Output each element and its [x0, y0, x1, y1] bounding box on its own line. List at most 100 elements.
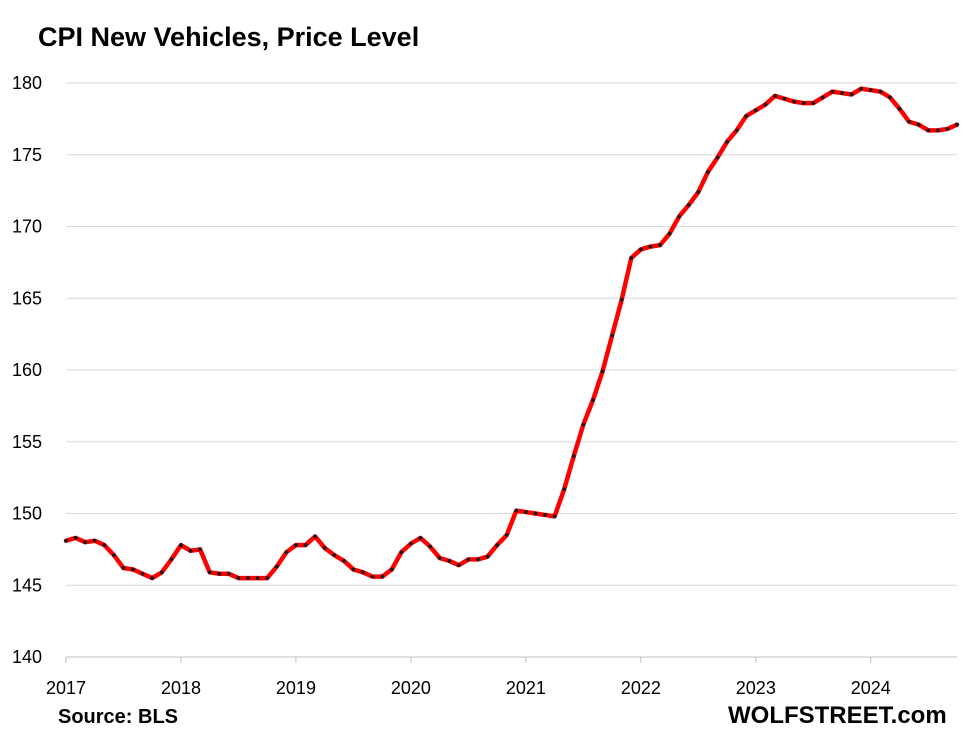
- y-tick-label: 165: [12, 288, 42, 308]
- data-point: [658, 243, 662, 248]
- data-point: [878, 89, 883, 94]
- data-point: [514, 508, 519, 513]
- data-point: [466, 557, 471, 562]
- data-point: [73, 535, 78, 540]
- chart-title: CPI New Vehicles, Price Level: [38, 22, 420, 52]
- x-axis-tick-labels: 2017 2018 2019 2020 2021 2022 2023 2024: [46, 678, 891, 698]
- data-point: [543, 513, 547, 517]
- x-tick-label: 2022: [621, 678, 661, 698]
- data-point: [284, 550, 289, 555]
- data-point: [840, 91, 844, 95]
- data-point: [389, 567, 394, 572]
- data-point: [495, 543, 500, 547]
- data-point: [332, 553, 337, 558]
- data-point: [303, 543, 308, 547]
- y-tick-label: 150: [12, 504, 42, 524]
- data-point: [945, 127, 950, 131]
- data-point: [686, 203, 691, 207]
- data-point: [341, 558, 346, 563]
- data-point: [504, 533, 509, 537]
- data-point: [447, 558, 452, 563]
- data-point: [217, 571, 222, 576]
- x-tick-label: 2020: [391, 678, 431, 698]
- data-point: [725, 139, 729, 144]
- data-point: [552, 514, 557, 519]
- data-point: [361, 570, 365, 575]
- data-point: [159, 570, 164, 575]
- data-point: [380, 574, 385, 579]
- data-point: [868, 88, 873, 93]
- data-point: [801, 101, 806, 105]
- data-point: [629, 256, 634, 260]
- data-point: [782, 96, 787, 101]
- y-tick-label: 155: [12, 432, 42, 452]
- data-point: [638, 247, 643, 252]
- data-point: [112, 553, 116, 558]
- data-point: [581, 422, 586, 427]
- y-tick-label: 145: [12, 575, 42, 595]
- series-line: [63, 86, 960, 581]
- data-point: [744, 114, 749, 118]
- data-point: [485, 554, 490, 559]
- data-point: [294, 543, 298, 547]
- data-point: [811, 101, 816, 105]
- data-point: [667, 231, 672, 236]
- data-point: [92, 538, 97, 543]
- data-point: [236, 576, 241, 580]
- data-point: [188, 548, 193, 553]
- data-point: [274, 564, 279, 569]
- data-point: [351, 567, 356, 572]
- data-point: [897, 106, 902, 111]
- x-tick-label: 2023: [736, 678, 776, 698]
- data-point: [792, 99, 797, 104]
- x-tick-label: 2021: [506, 678, 546, 698]
- data-point: [169, 557, 174, 562]
- data-point: [935, 128, 940, 133]
- data-point: [619, 297, 624, 302]
- data-point: [706, 170, 710, 174]
- data-point: [859, 86, 864, 91]
- y-tick-label: 180: [12, 73, 42, 93]
- data-point: [83, 540, 88, 545]
- data-point: [591, 398, 595, 403]
- data-point: [830, 89, 835, 94]
- data-point: [734, 128, 739, 133]
- data-point: [849, 92, 854, 97]
- data-point: [648, 244, 653, 249]
- data-point: [428, 544, 432, 549]
- y-tick-label: 175: [12, 145, 42, 165]
- data-point: [715, 155, 720, 160]
- gridlines: [66, 82, 957, 586]
- source-label: Source: BLS: [58, 706, 179, 728]
- data-point: [64, 538, 68, 543]
- data-point: [226, 571, 231, 576]
- data-point: [523, 510, 528, 514]
- data-point: [198, 547, 203, 552]
- x-axis: [65, 656, 957, 663]
- data-point: [926, 128, 931, 133]
- data-point: [370, 574, 375, 579]
- data-point: [763, 102, 768, 107]
- data-point: [610, 333, 614, 338]
- data-point: [916, 122, 921, 127]
- x-tick-label: 2019: [276, 678, 316, 698]
- data-point: [753, 108, 758, 113]
- data-point: [820, 95, 825, 100]
- data-point: [102, 543, 107, 547]
- data-point: [677, 214, 682, 219]
- y-axis-tick-labels: 140 145 150 155 160 165 170 175 180: [12, 73, 42, 667]
- data-point: [696, 190, 701, 194]
- data-point: [456, 563, 461, 568]
- data-point: [437, 556, 442, 560]
- y-tick-label: 140: [12, 647, 42, 667]
- data-point: [140, 571, 145, 576]
- data-point: [533, 511, 538, 516]
- data-point: [773, 94, 777, 98]
- data-point: [399, 550, 404, 555]
- data-point: [600, 369, 605, 374]
- y-tick-label: 170: [12, 217, 42, 237]
- data-point: [131, 567, 135, 572]
- data-point: [955, 122, 959, 127]
- data-point: [313, 534, 317, 539]
